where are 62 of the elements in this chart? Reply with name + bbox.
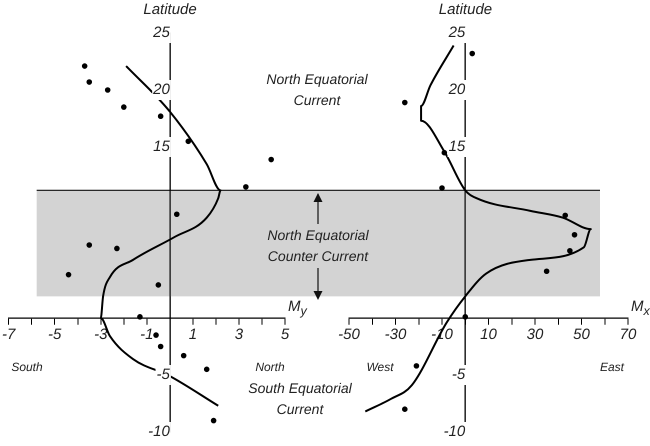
point	[137, 314, 143, 320]
point	[210, 418, 216, 424]
y-tick-label: -5	[452, 366, 466, 384]
point	[158, 113, 164, 120]
annotation: North Equatorial Counter Current	[266, 226, 370, 266]
x-axis-title: M$_{y}$	[288, 298, 307, 318]
point	[66, 272, 72, 278]
y-tick-label: -10	[148, 423, 171, 440]
x-tick-label: 10	[480, 326, 498, 344]
point	[82, 63, 88, 69]
point	[153, 332, 159, 338]
point	[402, 406, 408, 412]
point	[156, 282, 162, 288]
point	[562, 212, 568, 218]
point	[268, 156, 274, 162]
x-tick-label: 3	[234, 326, 244, 344]
x-tick-label: 1	[188, 326, 198, 344]
annotation: South Equatorial Current	[247, 379, 353, 419]
y-axis-title: Latitude	[438, 1, 492, 18]
point	[114, 246, 120, 252]
y-tick-label: 15	[153, 138, 171, 156]
annotation: North Equatorial Current	[265, 70, 369, 110]
y-tick-label: -5	[156, 366, 171, 384]
annotation: West	[365, 358, 395, 376]
y-tick-label: 20	[448, 81, 466, 98]
point	[572, 232, 578, 238]
y-tick-label: 15	[448, 138, 466, 156]
x-tick-label: -30	[384, 326, 407, 344]
point	[442, 150, 448, 156]
point	[567, 248, 573, 254]
point	[174, 211, 180, 218]
x-tick-label: 50	[573, 326, 590, 344]
point	[121, 104, 127, 110]
point	[204, 366, 210, 372]
x-tick-label: -5	[48, 326, 62, 344]
point	[185, 138, 192, 144]
point	[544, 268, 550, 274]
x-tick-label: -50	[338, 326, 360, 344]
point	[243, 184, 249, 190]
annotation: North	[254, 358, 286, 376]
y-tick-label: 20	[152, 81, 171, 98]
point	[469, 50, 476, 56]
point	[414, 363, 420, 369]
x-tick-label: 5	[280, 326, 290, 344]
point	[180, 352, 186, 358]
x-tick-label: 30	[526, 326, 544, 344]
point	[158, 344, 164, 350]
point	[104, 87, 110, 93]
y-tick-label: -10	[444, 423, 466, 440]
x-tick-label: -7	[2, 326, 16, 344]
x-axis-title: M$_{x}$	[631, 298, 650, 318]
point	[86, 242, 92, 248]
y-axis-title: Latitude	[143, 1, 197, 18]
point	[86, 79, 92, 85]
x-tick-label: 70	[620, 326, 637, 344]
y-tick-label: 25	[152, 24, 171, 42]
point	[402, 100, 408, 106]
point	[439, 185, 445, 191]
annotation: East	[598, 358, 626, 376]
y-tick-label: 25	[448, 24, 466, 42]
x-tick-label: -1	[140, 326, 154, 344]
annotation: South	[10, 358, 44, 376]
